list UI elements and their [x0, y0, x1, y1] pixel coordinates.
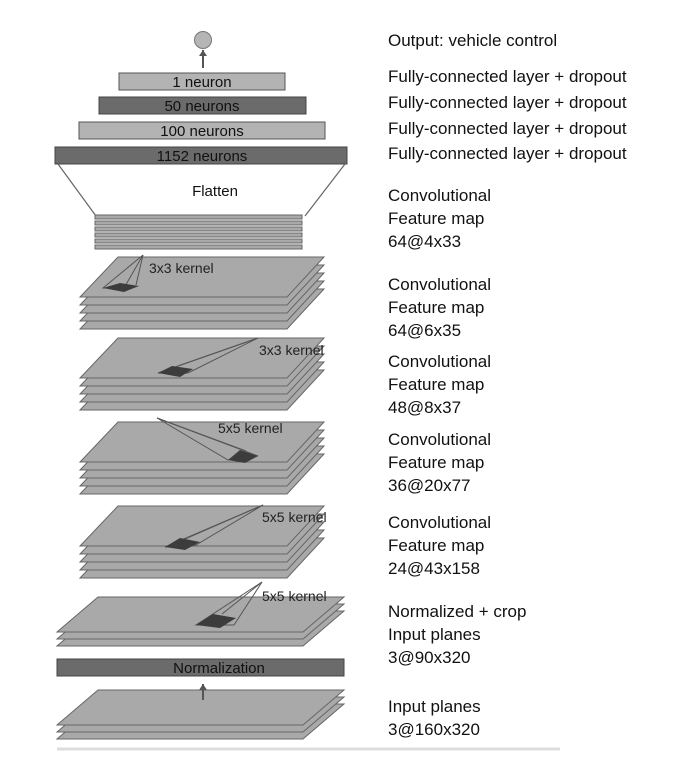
fm5-line1: Convolutional [388, 513, 491, 532]
normalization-layer: Normalization [56, 658, 345, 700]
output-node-group [194, 31, 212, 68]
fm4-line1: Convolutional [388, 430, 491, 449]
fm1-line1: Convolutional [388, 186, 491, 205]
stack-fm-64x4x33-plane [94, 244, 303, 250]
stack-fm-36x20x77 [78, 421, 326, 495]
fm2-line1: Convolutional [388, 275, 491, 294]
input-arrow-head [199, 684, 207, 690]
kernel-cone-line-2 [177, 337, 259, 367]
fc-bar-text-3: 100 neurons [160, 123, 243, 140]
kernel-label-1: 3x3 kernel [149, 260, 214, 276]
kernel-cone-line-1 [135, 254, 144, 286]
fc-desc-1: Fully-connected layer + dropout [388, 67, 627, 86]
fc-bar-1 [118, 72, 286, 91]
fm5-line3: 24@43x158 [388, 559, 480, 578]
flatten-line-left [57, 163, 97, 217]
flatten-connector: Flatten [57, 163, 346, 217]
kernel-cone-line-3 [156, 417, 247, 452]
stack-fm-64x4x33-plane [94, 232, 303, 238]
stack-fm-64x6x35 [78, 256, 326, 330]
kernel-label-3: 5x5 kernel [218, 420, 283, 436]
stack-fm-64x4x33-plane [94, 214, 303, 220]
stack-input [55, 689, 346, 740]
stack-fm-64x6x35-plane [78, 256, 326, 298]
kernel-1: 3x3 kernel [101, 254, 214, 292]
kernel-patch-2 [158, 366, 193, 377]
kernel-patch-1 [103, 283, 139, 292]
input-line1: Input planes [388, 697, 481, 716]
kernel-label-2: 3x3 kernel [259, 342, 324, 358]
kernel-3: 5x5 kernel [156, 417, 283, 463]
fm2-line2: Feature map [388, 298, 484, 317]
kernel-patch-3 [228, 450, 258, 463]
right-labels: Output: vehicle control Fully-connected … [388, 31, 627, 739]
fc-layer-3: 100 neurons [78, 121, 326, 140]
stack-fm-64x4x33-plane [94, 238, 303, 244]
kernel-5: 5x5 kernel [194, 581, 327, 628]
fc-desc-4: Fully-connected layer + dropout [388, 144, 627, 163]
output-arrow-head [199, 50, 207, 56]
fm3-line2: Feature map [388, 375, 484, 394]
kernel-4: 5x5 kernel [164, 504, 327, 550]
fm3-line1: Convolutional [388, 352, 491, 371]
norm-line3: 3@90x320 [388, 648, 471, 667]
norm-line2: Input planes [388, 625, 481, 644]
fc-bar-text-1: 1 neuron [172, 74, 231, 91]
kernel-cone-line-5 [221, 581, 263, 615]
fm2-line3: 64@6x35 [388, 321, 461, 340]
stack-fm-64x4x33-plane [94, 226, 303, 232]
fm4-line3: 36@20x77 [388, 476, 471, 495]
fm3-line3: 48@8x37 [388, 398, 461, 417]
output-node [194, 31, 212, 49]
fm1-line2: Feature map [388, 209, 484, 228]
stack-fm-24x43x158-plane [78, 505, 326, 547]
stack-normalized-plane [55, 596, 346, 633]
kernel-patch-5 [196, 614, 236, 628]
flatten-line-right [304, 163, 346, 217]
fc-desc-3: Fully-connected layer + dropout [388, 119, 627, 138]
fm4-line2: Feature map [388, 453, 484, 472]
fc-bar-text-2: 50 neurons [164, 98, 239, 115]
kernel-2: 3x3 kernel [157, 337, 324, 377]
fc-layer-1: 1 neuron [118, 72, 286, 91]
normalization-bar [56, 658, 345, 677]
stack-fm-64x4x33 [94, 214, 303, 250]
output-label: Output: vehicle control [388, 31, 557, 50]
fc-layer-4: 1152 neurons [54, 146, 348, 165]
stack-fm-64x4x33-plane [94, 220, 303, 226]
stack-fm-36x20x77-plane [78, 421, 326, 463]
stack-input-plane [55, 689, 346, 726]
input-line2: 3@160x320 [388, 720, 480, 739]
fc-bar-text-4: 1152 neurons [157, 148, 248, 165]
kernel-label-4: 5x5 kernel [262, 509, 327, 525]
fc-desc-2: Fully-connected layer + dropout [388, 93, 627, 112]
norm-line1: Normalized + crop [388, 602, 526, 621]
fc-bar-2 [98, 96, 307, 115]
fc-bar-4 [54, 146, 348, 165]
kernel-label-5: 5x5 kernel [262, 588, 327, 604]
fc-layer-2: 50 neurons [98, 96, 307, 115]
normalization-label: Normalization [173, 660, 265, 677]
kernel-patch-4 [165, 538, 200, 550]
fm5-line2: Feature map [388, 536, 484, 555]
kernel-cone-line-4 [184, 504, 264, 540]
fc-bar-3 [78, 121, 326, 140]
stack-normalized [55, 596, 346, 647]
fm1-line3: 64@4x33 [388, 232, 461, 251]
flatten-label: Flatten [192, 183, 238, 200]
